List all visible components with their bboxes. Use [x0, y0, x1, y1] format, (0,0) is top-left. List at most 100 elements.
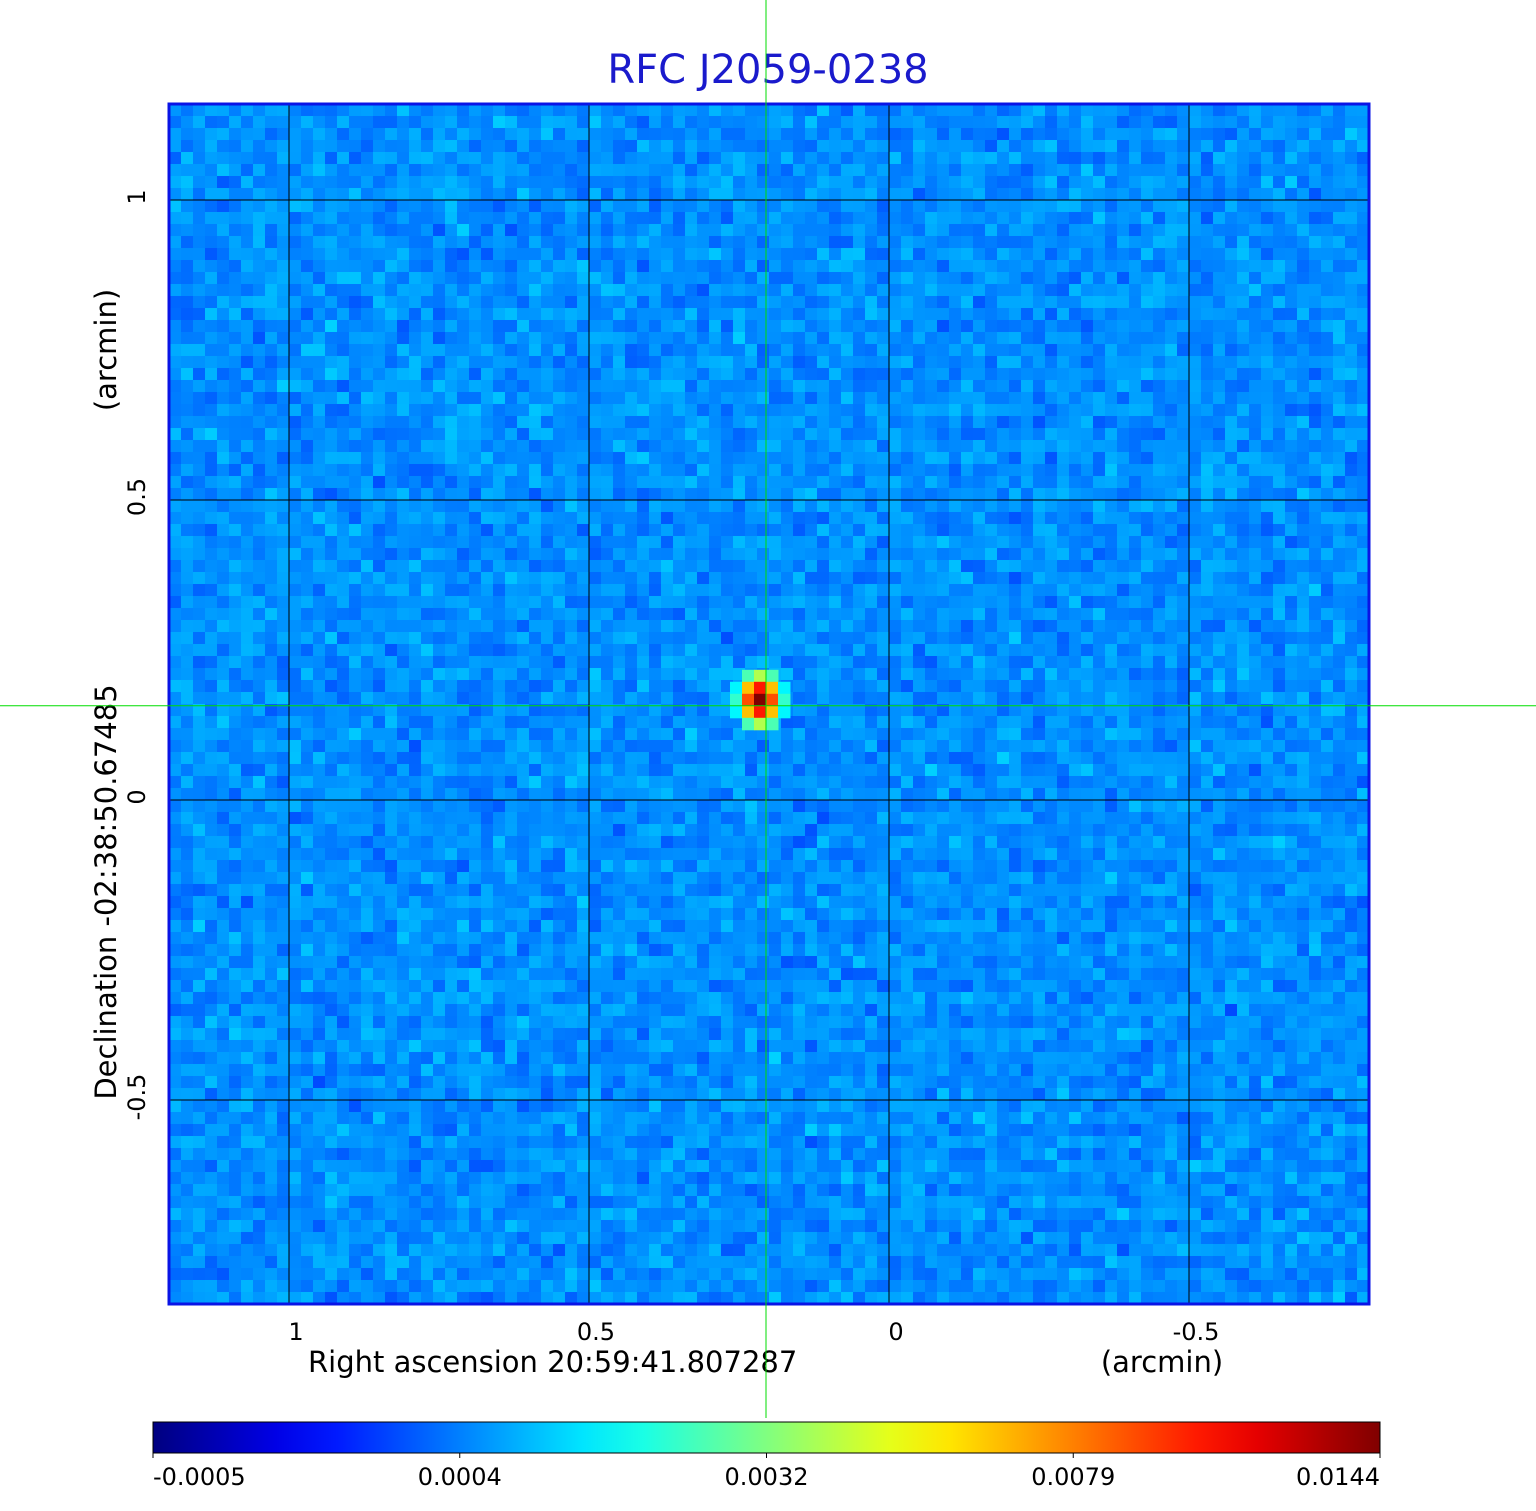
noise-pixel [469, 992, 482, 1005]
noise-pixel [685, 716, 698, 729]
noise-pixel [553, 1016, 566, 1029]
noise-pixel [613, 1208, 626, 1221]
noise-pixel [565, 800, 578, 813]
noise-pixel [469, 476, 482, 489]
noise-pixel [529, 632, 542, 645]
noise-pixel [277, 992, 290, 1005]
noise-pixel [637, 968, 650, 981]
noise-pixel [733, 260, 746, 273]
noise-pixel [469, 188, 482, 201]
noise-pixel [529, 1256, 542, 1269]
noise-pixel [529, 284, 542, 297]
noise-pixel [673, 260, 686, 273]
noise-pixel [337, 1124, 350, 1137]
noise-pixel [457, 992, 470, 1005]
noise-pixel [577, 248, 590, 261]
noise-pixel [529, 368, 542, 381]
noise-pixel [277, 548, 290, 561]
noise-pixel [337, 1232, 350, 1245]
noise-pixel [217, 284, 230, 297]
noise-pixel [529, 1016, 542, 1029]
noise-pixel [373, 392, 386, 405]
noise-pixel [181, 632, 194, 645]
noise-pixel [553, 296, 566, 309]
noise-pixel [421, 884, 434, 897]
noise-pixel [493, 776, 506, 789]
noise-pixel [445, 116, 458, 129]
noise-pixel [229, 464, 242, 477]
noise-pixel [709, 920, 722, 933]
noise-pixel [481, 1208, 494, 1221]
noise-pixel [397, 464, 410, 477]
noise-pixel [421, 416, 434, 429]
noise-pixel [685, 1256, 698, 1269]
noise-pixel [337, 1112, 350, 1125]
noise-pixel [313, 1256, 326, 1269]
noise-pixel [481, 500, 494, 513]
noise-pixel [529, 1148, 542, 1161]
noise-pixel [277, 452, 290, 465]
noise-pixel [577, 704, 590, 717]
noise-pixel [637, 1088, 650, 1101]
noise-pixel [661, 356, 674, 369]
noise-pixel [433, 272, 446, 285]
noise-pixel [493, 716, 506, 729]
noise-pixel [529, 680, 542, 693]
noise-pixel [541, 428, 554, 441]
noise-pixel [589, 356, 602, 369]
noise-pixel [601, 560, 614, 573]
noise-pixel [445, 884, 458, 897]
noise-pixel [673, 128, 686, 141]
noise-pixel [349, 1124, 362, 1137]
noise-pixel [649, 176, 662, 189]
noise-pixel [553, 140, 566, 153]
noise-pixel [397, 788, 410, 801]
noise-pixel [721, 1028, 734, 1041]
noise-pixel [481, 896, 494, 909]
noise-pixel [565, 248, 578, 261]
noise-pixel [565, 1064, 578, 1077]
noise-pixel [265, 920, 278, 933]
noise-pixel [589, 836, 602, 849]
noise-pixel [433, 1244, 446, 1257]
noise-pixel [217, 788, 230, 801]
noise-pixel [469, 464, 482, 477]
noise-pixel [517, 920, 530, 933]
noise-pixel [541, 236, 554, 249]
noise-pixel [289, 116, 302, 129]
noise-pixel [613, 668, 626, 681]
noise-pixel [685, 548, 698, 561]
noise-pixel [481, 284, 494, 297]
noise-pixel [469, 1088, 482, 1101]
noise-pixel [637, 488, 650, 501]
noise-pixel [181, 164, 194, 177]
noise-pixel [649, 920, 662, 933]
noise-pixel [697, 176, 710, 189]
noise-pixel [601, 1052, 614, 1065]
noise-pixel [445, 1184, 458, 1197]
noise-pixel [661, 1100, 674, 1113]
noise-pixel [733, 1292, 746, 1305]
noise-pixel [733, 1004, 746, 1017]
noise-pixel [289, 1100, 302, 1113]
noise-pixel [457, 476, 470, 489]
noise-pixel [181, 620, 194, 633]
noise-pixel [733, 476, 746, 489]
noise-pixel [697, 596, 710, 609]
noise-pixel [577, 1280, 590, 1293]
noise-pixel [169, 980, 182, 993]
noise-pixel [205, 1016, 218, 1029]
noise-pixel [613, 764, 626, 777]
noise-pixel [325, 908, 338, 921]
noise-pixel [373, 728, 386, 741]
noise-pixel [529, 752, 542, 765]
noise-pixel [301, 380, 314, 393]
noise-pixel [553, 428, 566, 441]
noise-pixel [301, 392, 314, 405]
noise-pixel [577, 968, 590, 981]
noise-pixel [685, 344, 698, 357]
noise-pixel [541, 416, 554, 429]
noise-pixel [205, 944, 218, 957]
noise-pixel [433, 176, 446, 189]
noise-pixel [253, 104, 266, 117]
